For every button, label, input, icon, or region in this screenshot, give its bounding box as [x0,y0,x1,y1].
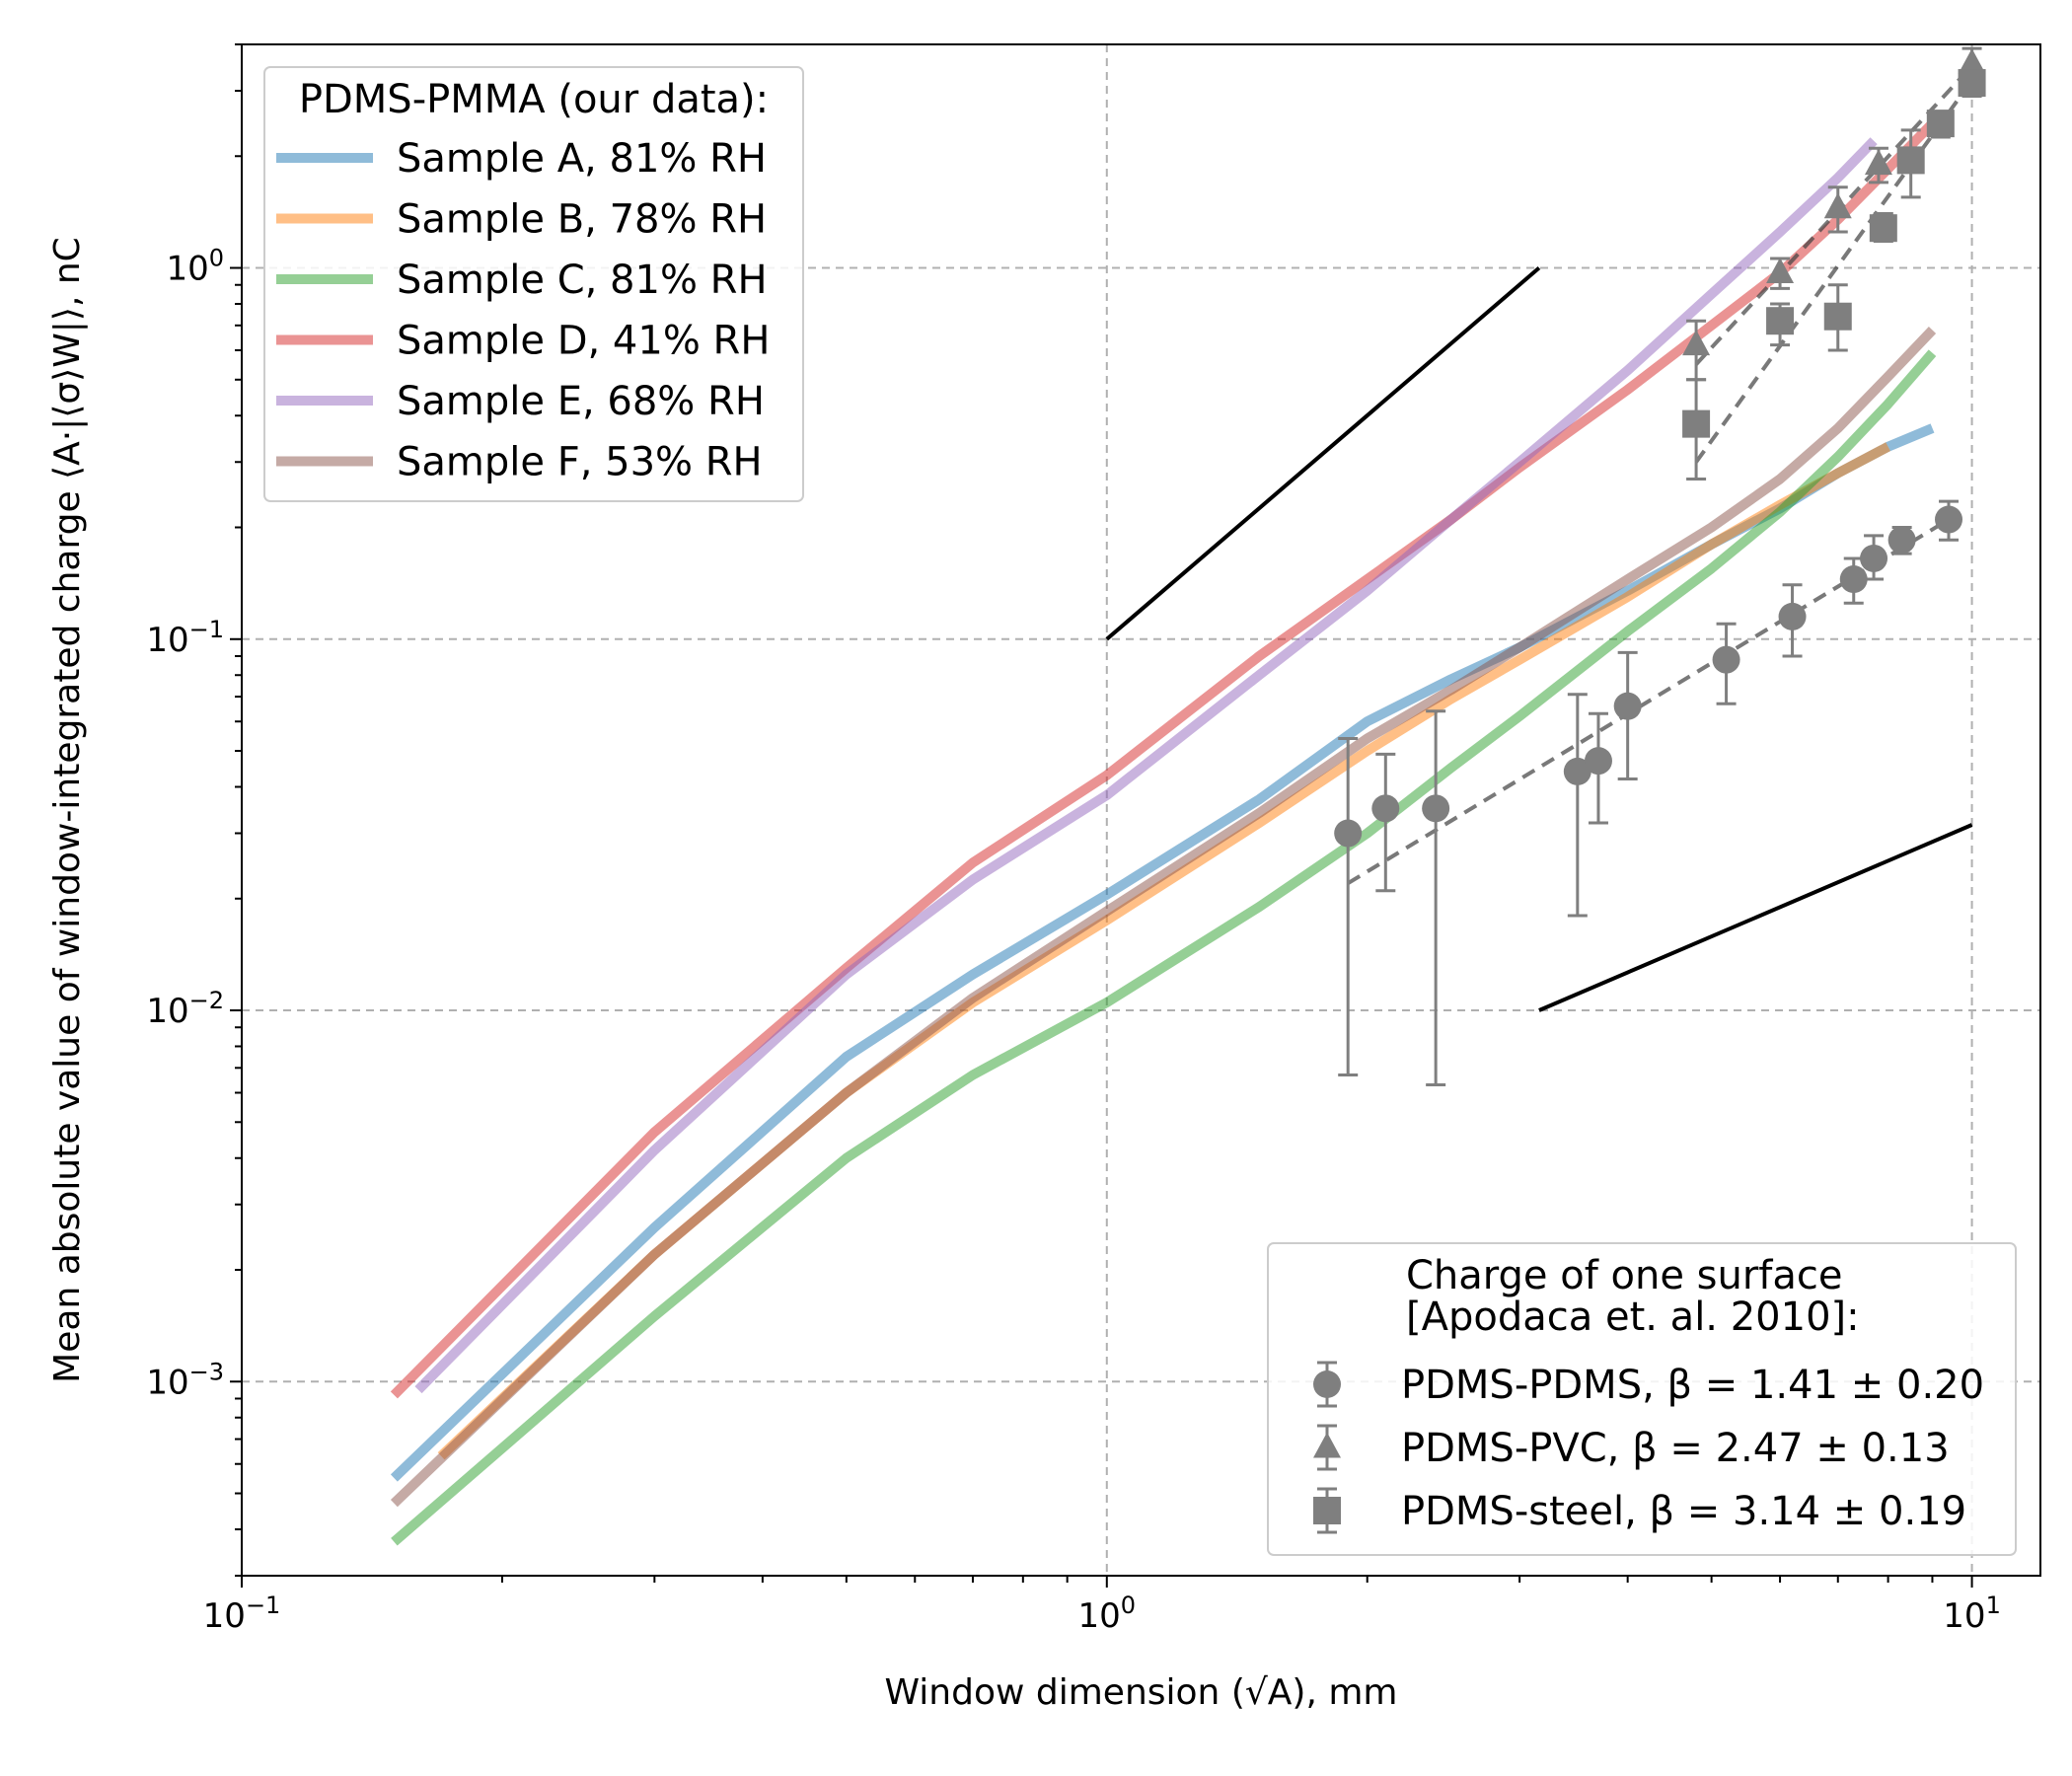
legend-title: Charge of one surface [1406,1253,1843,1298]
data-point-triangle [1823,192,1852,219]
data-point-circle [1584,747,1612,776]
y-tick-label: 10−3 [146,1358,224,1402]
x-axis-title: Window dimension (√A), mm [885,1672,1398,1713]
data-point-triangle [1313,1432,1341,1458]
x-tick-label: 100 [1078,1591,1137,1636]
data-point-circle [1371,794,1400,823]
series-line [391,349,1937,1546]
data-point-circle [1887,526,1916,555]
data-point-circle [1860,544,1888,572]
legend-title: PDMS-PMMA (our data): [299,77,769,122]
data-point-circle [1422,794,1450,823]
x-tick-label: 101 [1943,1591,2001,1636]
legend-label: Sample A, 81% RH [397,136,767,182]
data-point-square [1823,302,1852,331]
legend-label: PDMS-steel, β = 3.14 ± 0.19 [1401,1489,1966,1534]
data-point-triangle [1682,330,1711,356]
data-point-square [1766,307,1795,335]
data-point-square [1896,146,1925,175]
data-point-circle [1334,819,1363,848]
data-point-square [1682,409,1711,438]
y-tick-label: 10−2 [146,987,224,1031]
data-point-circle [1935,505,1963,534]
legend-label: PDMS-PVC, β = 2.47 ± 0.13 [1401,1426,1950,1471]
series-line [414,137,1878,1394]
data-point-triangle [1766,258,1795,284]
legend-label: Sample F, 53% RH [397,440,763,485]
data-point-circle [1778,602,1807,630]
data-point-square [1958,69,1986,98]
legend-label: Sample B, 78% RH [397,197,767,243]
x-tick-label: 10−1 [203,1591,281,1636]
plot-frame [241,43,2041,1577]
data-point-circle [1563,757,1591,785]
reference-line [1538,823,1973,1012]
data-point-circle [1712,645,1740,674]
y-tick-label: 100 [166,245,224,289]
legend-label: Sample E, 68% RH [397,379,765,424]
legend-title: [Apodaca et. al. 2010]: [1406,1295,1860,1340]
fit-line [1347,517,1951,885]
reference-line [1105,266,1541,641]
legend-box [1267,1242,2017,1556]
y-axis-title: Mean absolute value of window-integrated… [47,237,88,1383]
series-lines [390,119,1937,1546]
legend-box [263,66,804,502]
legend-label: Sample C, 81% RH [397,258,768,303]
legend-literature: Charge of one surface[Apodaca et. al. 20… [1267,1242,2017,1556]
data-point-square [1926,110,1955,138]
legend-label: PDMS-PDMS, β = 1.41 ± 0.20 [1401,1363,1984,1408]
literature-data [1334,46,1986,1087]
reference-lines [1105,266,1973,1012]
data-point-circle [1613,692,1642,720]
data-point-circle [1839,565,1868,594]
data-point-circle [1313,1370,1341,1398]
series-line [390,327,1937,1508]
data-point-triangle [1958,48,1986,75]
legend-our-data: PDMS-PMMA (our data): Sample A, 81% RH Sam… [263,66,804,502]
data-point-square [1313,1497,1341,1524]
data-point-triangle [1864,149,1892,176]
y-tick-label: 10−1 [146,616,224,660]
fit-line [1694,79,1974,464]
data-point-square [1869,214,1897,243]
legend-label: Sample D, 41% RH [397,319,770,364]
